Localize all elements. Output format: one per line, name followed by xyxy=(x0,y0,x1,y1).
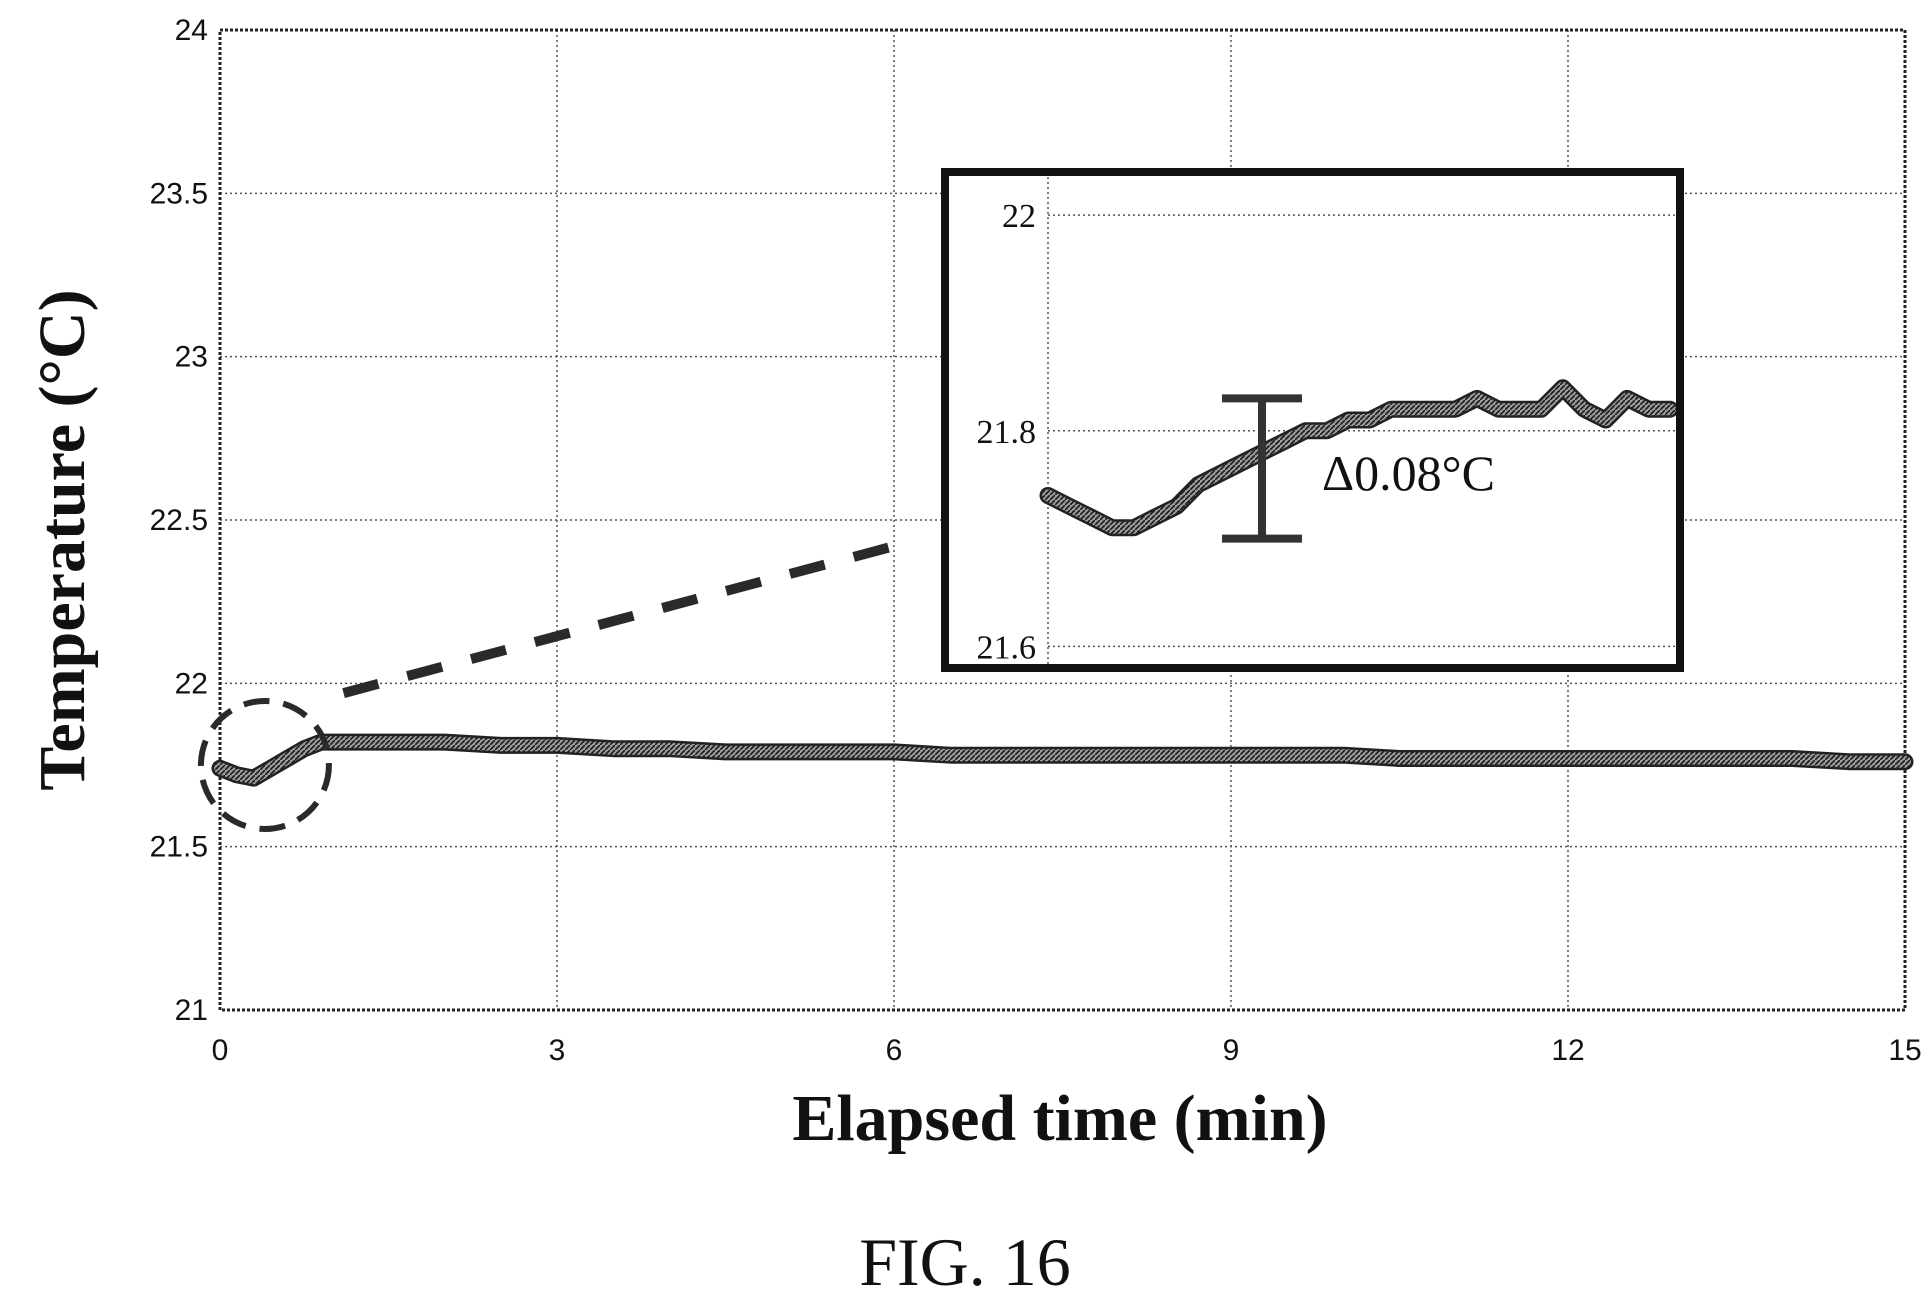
zoom-callout xyxy=(197,541,896,832)
inset-chart: 21.6 21.8 22 Δ0.08°C xyxy=(941,168,1684,672)
x-tick-label: 0 xyxy=(212,1034,229,1067)
plot-frame xyxy=(218,28,1907,1012)
inset-tick-label: 21.6 xyxy=(977,629,1037,666)
main-tick-labels: 0 3 6 9 12 15 21 21.5 22 22.5 23 23.5 24 xyxy=(150,14,1922,1067)
x-tick-label: 3 xyxy=(549,1034,566,1067)
y-tick-label: 24 xyxy=(175,14,208,47)
y-tick-label: 23 xyxy=(175,341,208,374)
x-tick-label: 12 xyxy=(1551,1034,1584,1067)
inset-series xyxy=(1042,381,1676,534)
y-tick-label: 22.5 xyxy=(150,504,208,537)
delta-annotation: Δ0.08°C xyxy=(1322,445,1495,501)
y-axis-title: Temperature (°C) xyxy=(26,289,99,790)
x-tick-label: 15 xyxy=(1888,1034,1921,1067)
inset-frame xyxy=(941,168,1684,672)
y-tick-label: 23.5 xyxy=(150,177,208,210)
inset-tick-label: 21.8 xyxy=(977,414,1037,451)
y-tick-label: 21.5 xyxy=(150,831,208,864)
inset-background xyxy=(945,172,1680,668)
zoom-connector xyxy=(342,541,896,698)
x-tick-label: 9 xyxy=(1223,1034,1240,1067)
x-axis-title: Elapsed time (min) xyxy=(792,1082,1327,1155)
y-tick-label: 22 xyxy=(175,667,208,700)
x-tick-label: 6 xyxy=(886,1034,903,1067)
series-line xyxy=(214,736,1911,785)
main-series xyxy=(211,733,1914,787)
y-tick-label: 21 xyxy=(175,994,208,1027)
inset-tick-label: 22 xyxy=(1002,198,1036,235)
zoom-circle xyxy=(197,698,332,832)
figure-caption: FIG. 16 xyxy=(859,1224,1071,1299)
